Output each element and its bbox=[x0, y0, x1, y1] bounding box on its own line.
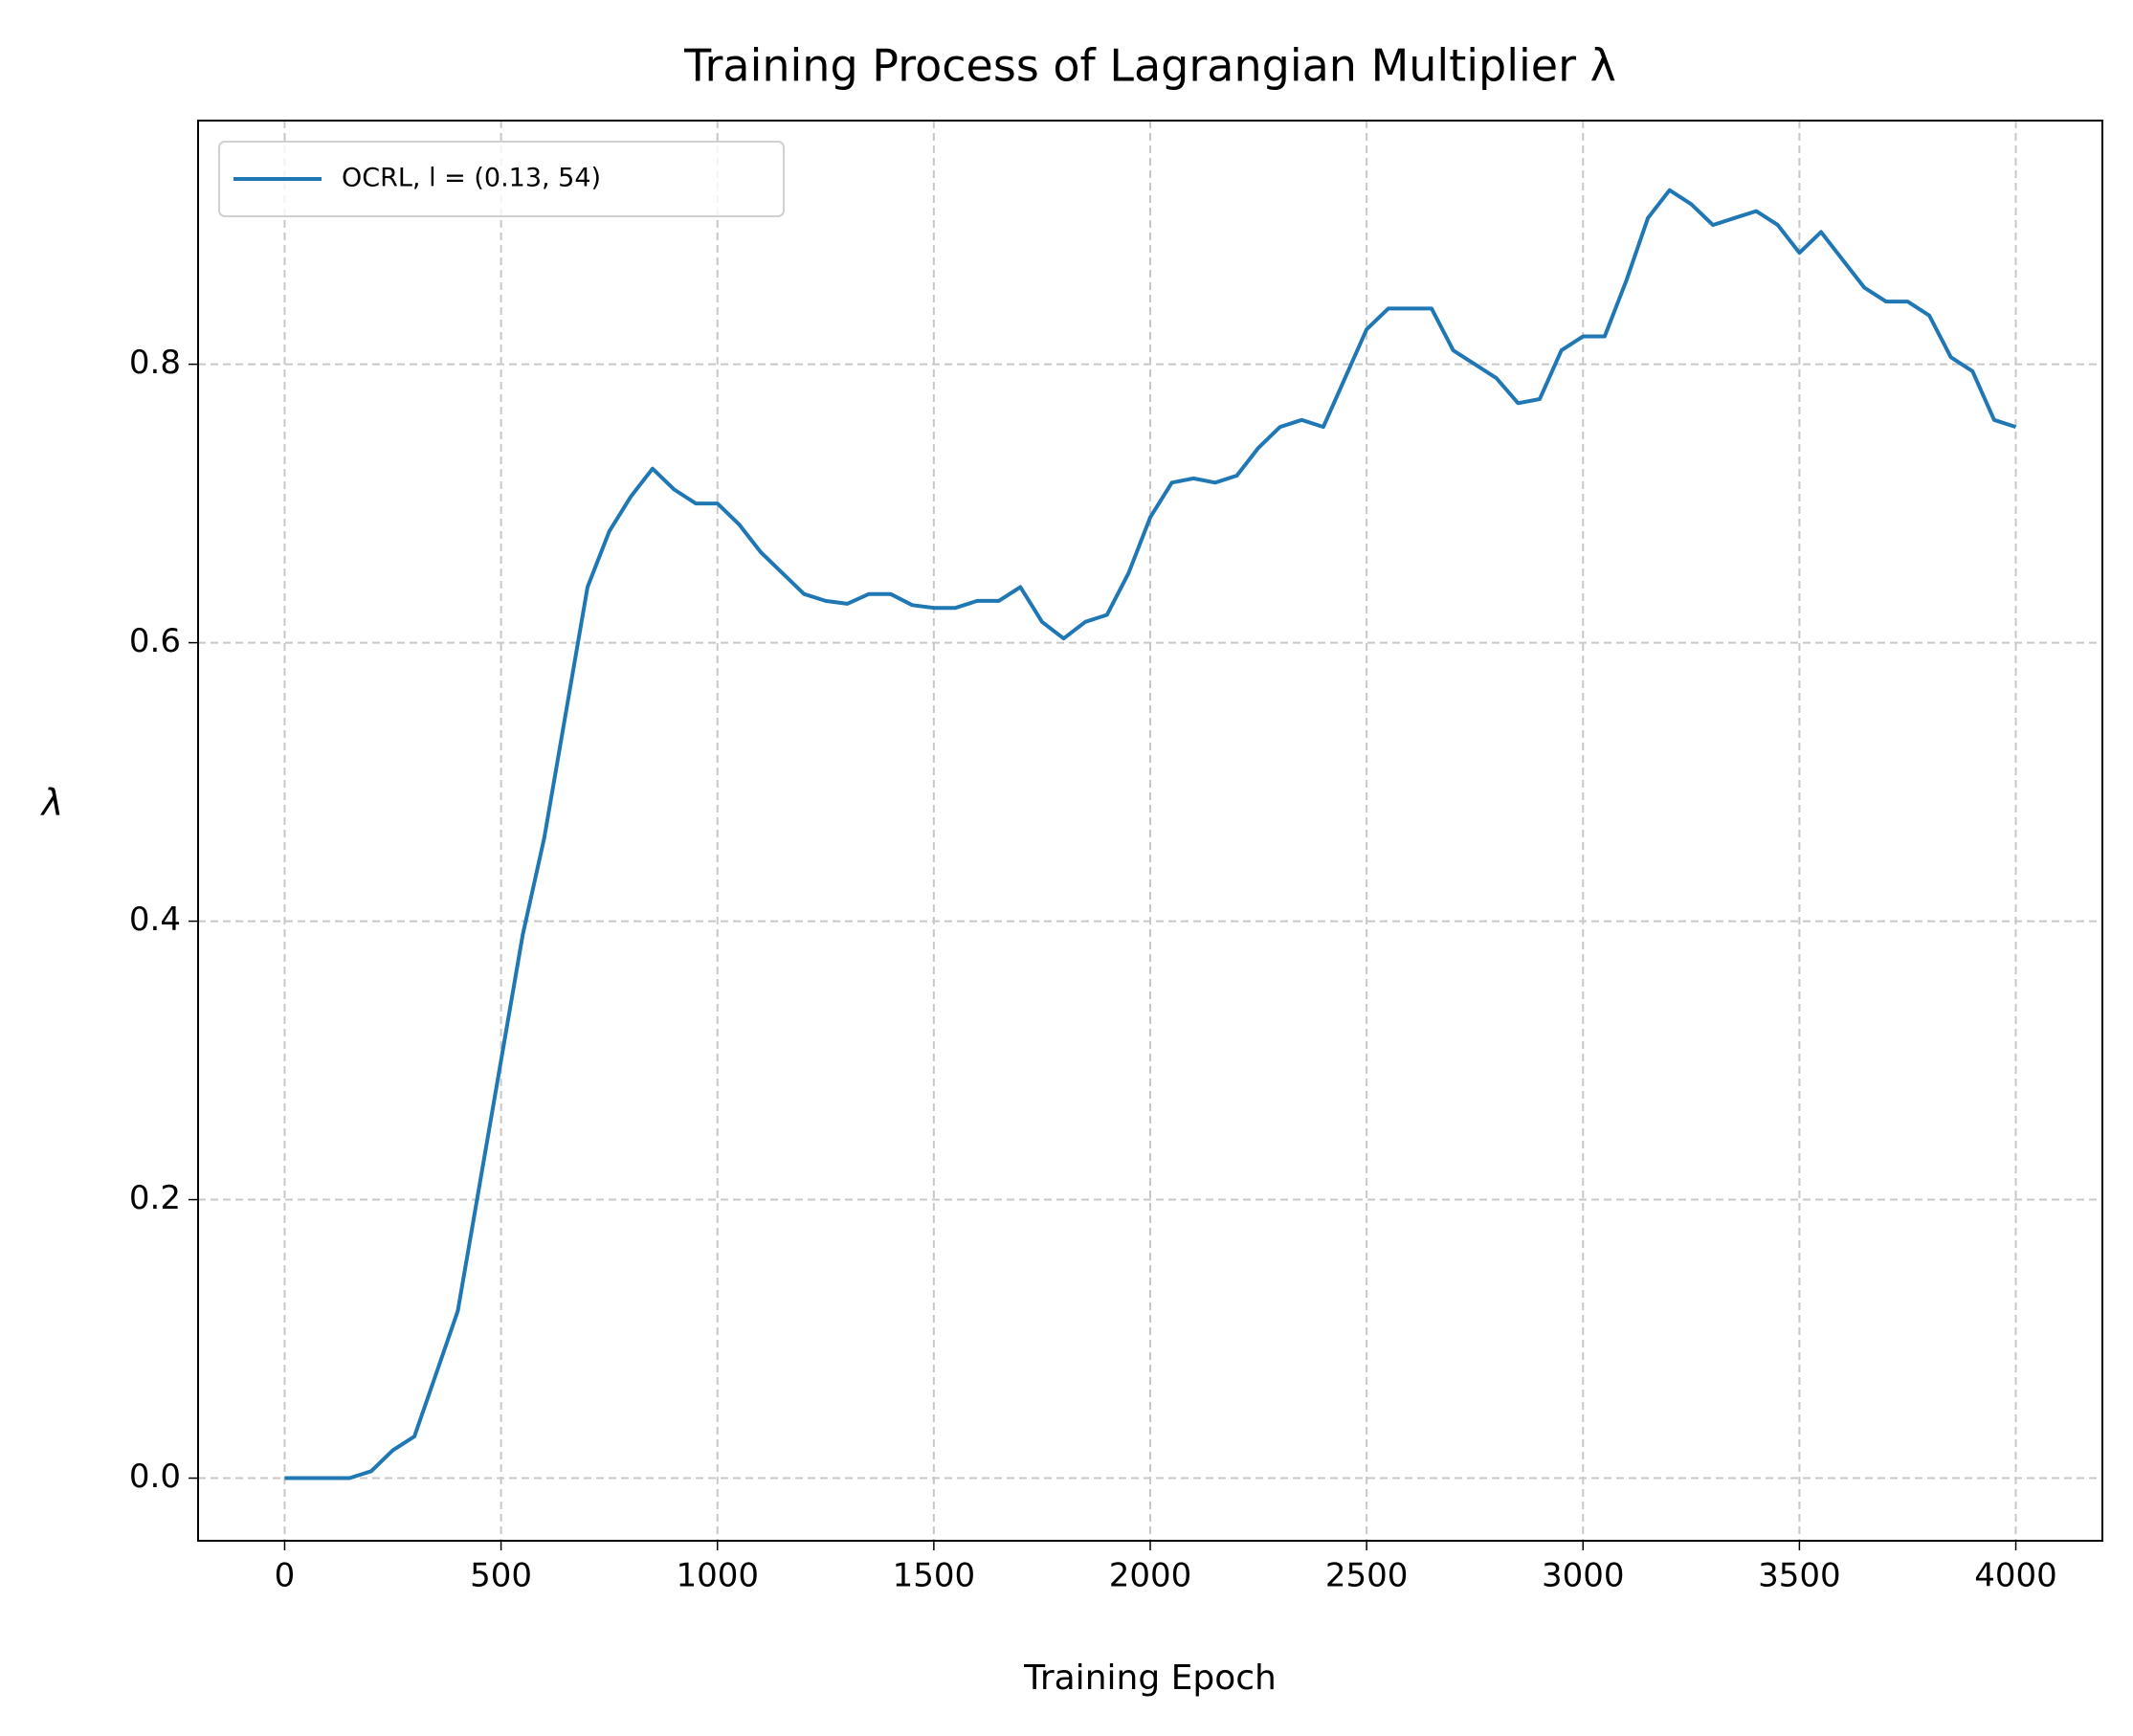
x-tick-label: 2500 bbox=[1325, 1557, 1409, 1595]
x-tick-label: 4000 bbox=[1974, 1557, 2057, 1595]
y-tick-label: 0.8 bbox=[129, 344, 181, 382]
x-tick-label: 500 bbox=[470, 1557, 532, 1595]
x-tick-label: 2000 bbox=[1109, 1557, 1192, 1595]
legend-box bbox=[218, 141, 785, 217]
y-axis-label: λ bbox=[40, 782, 64, 824]
plot-frame bbox=[197, 120, 2103, 1542]
data-line bbox=[284, 188, 2017, 1480]
x-axis-label: Training Epoch bbox=[1023, 1658, 1277, 1698]
y-tick-label: 0.0 bbox=[129, 1458, 181, 1496]
x-tick-label: 0 bbox=[275, 1557, 296, 1595]
y-tick-label: 0.2 bbox=[129, 1179, 181, 1217]
y-tick-label: 0.6 bbox=[129, 622, 181, 660]
x-tick-label: 1000 bbox=[676, 1557, 759, 1595]
y-tick-label: 0.4 bbox=[129, 901, 181, 939]
x-tick-label: 3500 bbox=[1758, 1557, 1841, 1595]
chart-title: Training Process of Lagrangian Multiplie… bbox=[683, 40, 1616, 92]
x-tick-label: 1500 bbox=[893, 1557, 976, 1595]
x-tick-label: 3000 bbox=[1542, 1557, 1625, 1595]
legend-label: OCRL, l = (0.13, 54) bbox=[342, 164, 601, 193]
